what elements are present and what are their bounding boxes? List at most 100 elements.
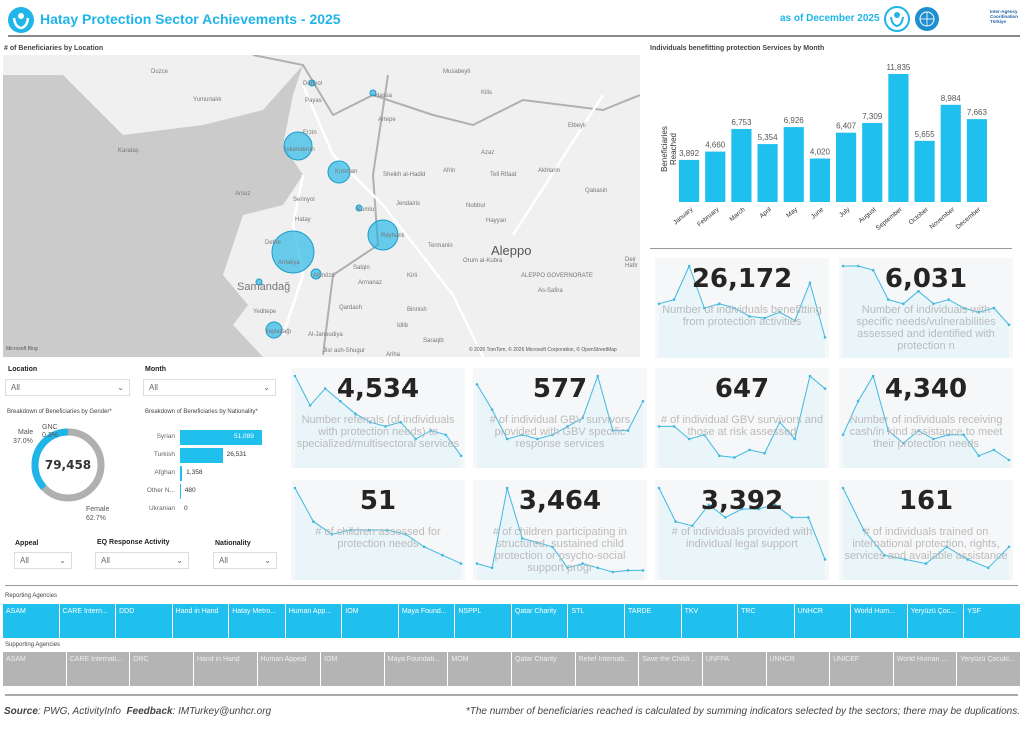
bar-january[interactable] [679,159,700,202]
location-bubble[interactable] [265,321,283,339]
kpi-card[interactable]: 51 # of children assessed for protection … [291,480,465,580]
supporting-agency-item[interactable]: CARE Internati... [66,652,130,686]
kpi-card[interactable]: 647 # of individual GBV survivors and tho… [655,368,829,468]
supporting-agency-item[interactable]: MOM [448,652,511,686]
map-place-label: Dörtyol [303,81,323,87]
nationality-bar[interactable] [180,484,181,499]
supporting-agency-item[interactable]: World Human ... [893,652,957,686]
location-dropdown[interactable]: All ⌄ [5,379,130,396]
nationality-bar[interactable] [180,466,183,481]
reporting-agency-item[interactable]: Human App... [285,604,342,638]
supporting-agency-item[interactable]: Save the Childr... [639,652,702,686]
reporting-agency-item[interactable]: DDD [116,604,172,638]
location-value: All [11,383,20,392]
bar-may[interactable] [783,127,804,202]
location-bubble[interactable] [308,79,316,87]
supporting-agency-item[interactable]: Qatar Charity [512,652,575,686]
supporting-agency-item[interactable]: Human Appeal [257,652,321,686]
map-place-label: Kırıkhan [335,169,358,175]
reporting-agency-item[interactable]: Yeryüzü Çoc... [907,604,964,638]
bar-october[interactable] [914,140,935,202]
sparkline-point [986,566,990,570]
kpi-card[interactable]: 3,392 # of individuals provided with indi… [655,480,829,580]
location-bubble[interactable] [355,204,363,212]
reporting-agency-item[interactable]: Qatar Charity [511,604,568,638]
kpi-card[interactable]: 161 # of individuals trained on internati… [839,480,1013,580]
nationality-bar[interactable] [180,448,223,463]
supporting-agency-item[interactable]: UNICEF [830,652,893,686]
kpi-card[interactable]: 4,340 Number of individuals receiving cas… [839,368,1013,468]
map-place-label: Yayladağı [265,329,292,335]
sparkline-point [707,503,711,507]
supporting-agency-item[interactable]: Yeryüzü Çocukl... [957,652,1020,686]
nationality-bar[interactable] [180,430,262,445]
supporting-agency-item[interactable]: Maya Foundati... [384,652,448,686]
sparkline-point [917,429,920,432]
sparkline-point [992,448,996,452]
sparkline-point [293,486,297,490]
reporting-agency-item[interactable]: Hatay Metro... [229,604,285,638]
kpi-value: 647 [714,374,770,404]
map-place-label: Akhtarin [538,168,561,174]
supporting-agency-item[interactable]: ASAM [3,652,66,686]
bar-data-label: 5,655 [915,130,936,139]
gender-donut-chart [31,428,105,502]
bar-november[interactable] [940,104,961,202]
reporting-agency-item[interactable]: STL [568,604,625,638]
location-bubble[interactable] [327,160,351,184]
sparkline-point [490,408,494,411]
appeal-dropdown[interactable]: All ⌄ [14,552,72,569]
bar-june[interactable] [809,158,830,202]
location-bubble[interactable] [271,230,315,274]
female-label: Female [86,506,110,513]
location-bubble[interactable] [310,268,322,280]
kpi-card[interactable]: 3,464 # of children participating in stru… [473,480,647,580]
sparkline-point [748,448,751,452]
reporting-agency-item[interactable]: TKV [681,604,738,638]
sparkline-point [429,429,433,432]
map-place-label: Musabeyli [443,69,471,75]
feedback-email[interactable]: : IMTurkey@unhcr.org [172,706,272,717]
kpi-card[interactable]: 577 # of individual GBV survivors provide… [473,368,647,468]
reporting-agency-item[interactable]: IOM [342,604,398,638]
month-dropdown[interactable]: All ⌄ [143,379,276,396]
location-bubble[interactable] [283,131,313,161]
location-bubble[interactable] [367,219,399,251]
bar-march[interactable] [731,128,752,202]
reporting-agency-item[interactable]: YSF [964,604,1020,638]
reporting-agency-item[interactable]: ASAM [3,604,59,638]
eq-response-dropdown[interactable]: All ⌄ [95,552,189,569]
monthly-chart-title: Individuals benefitting protection Servi… [650,45,825,52]
bar-february[interactable] [705,151,726,202]
supporting-agency-item[interactable]: DRC [130,652,193,686]
location-bubble[interactable] [369,89,377,97]
reporting-agency-item[interactable]: CARE Intern... [59,604,116,638]
supporting-agency-item[interactable]: IOM [321,652,384,686]
kpi-card[interactable]: 4,534 Number referrals (of individuals wi… [291,368,465,468]
reporting-agency-item[interactable]: Maya Found... [398,604,455,638]
bar-august[interactable] [862,122,883,202]
supporting-agency-item[interactable]: Relief Internati... [575,652,639,686]
kpi-card[interactable]: 6,031 Number of individuals with specific… [839,258,1013,358]
beneficiaries-map[interactable]: Duzce Dörtyol Payas Yumurtalık Karataş Erzin İ… [3,55,640,357]
supporting-agency-item[interactable]: UNFPA [702,652,766,686]
reporting-agency-item[interactable]: TARDE [625,604,681,638]
sparkline-point [977,454,981,458]
supporting-agency-item[interactable]: UNHCR [766,652,830,686]
reporting-agency-item[interactable]: UNHCR [794,604,851,638]
reporting-agency-item[interactable]: TRC [738,604,794,638]
bar-april[interactable] [757,144,778,202]
bar-december[interactable] [966,119,987,202]
reporting-agency-item[interactable]: Hand in Hand [172,604,229,638]
reporting-agency-item[interactable]: NSPPL [455,604,511,638]
bar-september[interactable] [888,74,909,202]
nationality-dropdown[interactable]: All ⌄ [213,552,277,569]
sparkline-point [551,433,554,437]
x-tick-label: March [728,206,747,223]
bar-july[interactable] [836,132,857,202]
supporting-agency-item[interactable]: Hand in Hand [193,652,257,686]
location-bubble[interactable] [255,278,263,286]
reporting-agency-item[interactable]: World Hum... [851,604,907,638]
kpi-card[interactable]: 26,172 Number of individuals benefitting … [655,258,829,358]
reporting-agencies-title: Reporting Agencies [5,593,58,599]
